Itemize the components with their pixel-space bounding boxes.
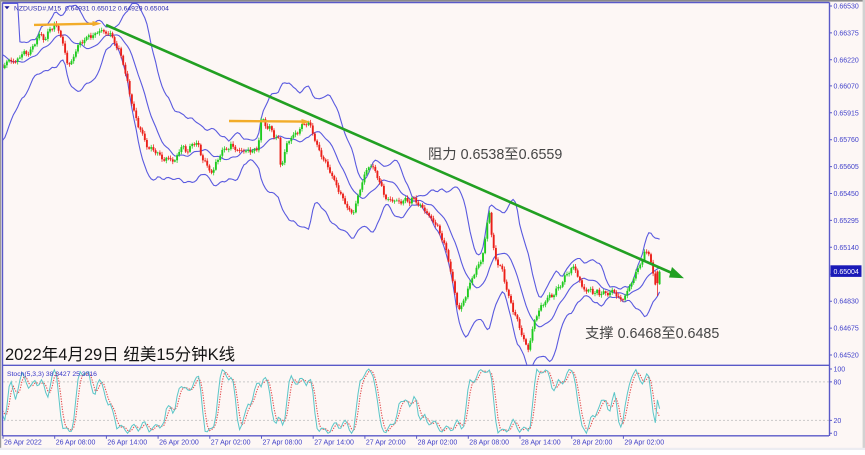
- svg-text:26 Apr 20:00: 26 Apr 20:00: [159, 440, 199, 447]
- svg-text:0.66530: 0.66530: [834, 4, 859, 11]
- svg-text:阻力 0.6538至0.6559: 阻力 0.6538至0.6559: [428, 146, 562, 163]
- svg-text:0.65140: 0.65140: [834, 245, 859, 252]
- svg-text:支撑 0.6468至0.6485: 支撑 0.6468至0.6485: [585, 325, 719, 342]
- svg-text:0.65760: 0.65760: [834, 137, 859, 144]
- svg-text:27 Apr 08:00: 27 Apr 08:00: [263, 440, 303, 447]
- svg-text:NZDUSD#,M15 0.64931 0.65012 0: NZDUSD#,M15 0.64931 0.65012 0.64929 0.65…: [14, 5, 169, 12]
- svg-text:26 Apr 14:00: 26 Apr 14:00: [107, 440, 147, 447]
- svg-text:0.65450: 0.65450: [834, 191, 859, 198]
- svg-text:27 Apr 14:00: 27 Apr 14:00: [314, 440, 354, 447]
- svg-text:Stoch(5,3,3) 38.3427 25.3316: Stoch(5,3,3) 38.3427 25.3316: [7, 371, 97, 378]
- svg-text:80: 80: [834, 379, 842, 386]
- svg-text:20: 20: [834, 418, 842, 425]
- svg-text:28 Apr 20:00: 28 Apr 20:00: [573, 440, 613, 447]
- svg-text:28 Apr 02:00: 28 Apr 02:00: [418, 440, 458, 447]
- svg-text:0.66375: 0.66375: [834, 30, 859, 37]
- svg-text:0.65295: 0.65295: [834, 218, 859, 225]
- svg-text:27 Apr 20:00: 27 Apr 20:00: [366, 440, 406, 447]
- svg-text:0.64520: 0.64520: [834, 353, 859, 360]
- svg-text:0.65915: 0.65915: [834, 110, 859, 117]
- svg-text:27 Apr 02:00: 27 Apr 02:00: [211, 440, 251, 447]
- svg-text:28 Apr 14:00: 28 Apr 14:00: [521, 440, 561, 447]
- svg-text:0.66220: 0.66220: [834, 57, 859, 64]
- svg-text:26 Apr 2022: 26 Apr 2022: [4, 440, 42, 447]
- svg-text:100: 100: [834, 367, 846, 374]
- svg-text:28 Apr 08:00: 28 Apr 08:00: [469, 440, 509, 447]
- svg-text:0: 0: [834, 431, 838, 438]
- svg-text:0.65605: 0.65605: [834, 164, 859, 171]
- svg-text:0.64675: 0.64675: [834, 326, 859, 333]
- svg-text:0.66070: 0.66070: [834, 83, 859, 90]
- svg-text:0.64830: 0.64830: [834, 299, 859, 306]
- svg-text:0.65004: 0.65004: [834, 269, 859, 276]
- svg-text:26 Apr 08:00: 26 Apr 08:00: [56, 440, 96, 447]
- svg-text:29 Apr 02:00: 29 Apr 02:00: [624, 440, 664, 447]
- svg-text:2022年4月29日 纽美15分钟K线: 2022年4月29日 纽美15分钟K线: [5, 345, 235, 364]
